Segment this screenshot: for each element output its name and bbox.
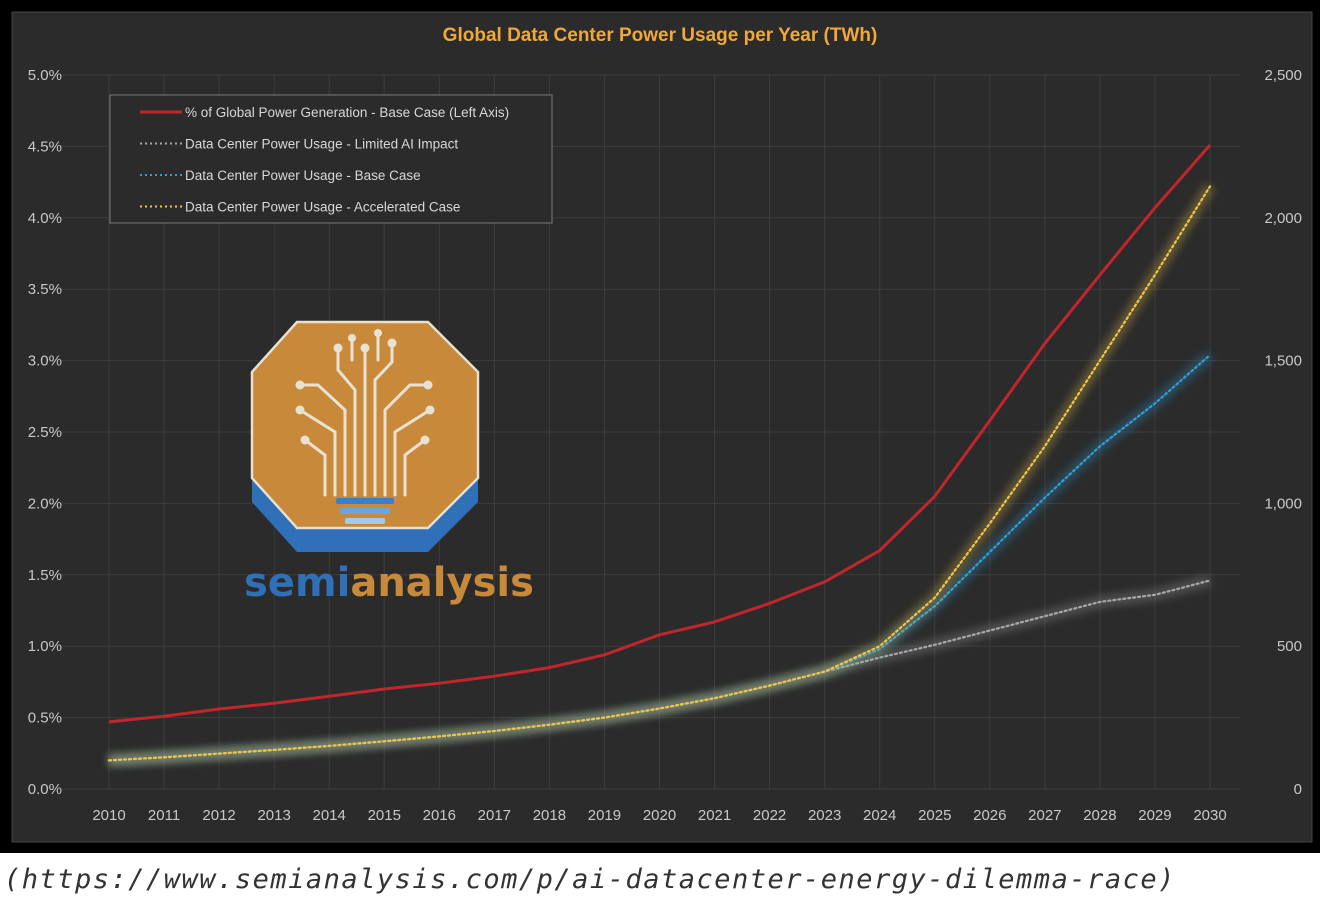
x-axis-tick-label: 2029 [1138, 807, 1171, 824]
chart-frame: Global Data Center Power Usage per Year … [0, 0, 1320, 853]
x-axis-tick-label: 2016 [423, 807, 456, 824]
right-axis-ticks: 0 500 1,000 1,500 2,000 2,500 [1264, 67, 1302, 798]
x-axis-tick-label: 2023 [808, 807, 841, 824]
x-axis-tick-label: 2011 [148, 807, 180, 824]
x-axis-ticks: 2010 2011 2012 2013 2014 2015 2016 2017 2018 2019… [92, 807, 1226, 824]
right-axis-tick-label: 0 [1294, 781, 1302, 798]
left-axis-tick-label: 2.5% [28, 424, 62, 441]
legend: % of Global Power Generation - Base Case… [109, 94, 553, 224]
logo-wordmark-semi: semi [244, 560, 350, 606]
x-axis-tick-label: 2015 [368, 807, 401, 824]
left-axis-tick-label: 1.0% [28, 638, 62, 655]
legend-label: Data Center Power Usage - Base Case [185, 168, 421, 183]
left-axis-tick-label: 3.0% [28, 353, 62, 370]
x-axis-tick-label: 2024 [863, 807, 896, 824]
legend-item: % of Global Power Generation - Base Case… [140, 105, 509, 120]
line-chart: Global Data Center Power Usage per Year … [11, 11, 1313, 843]
x-axis-tick-label: 2019 [588, 807, 621, 824]
x-axis-tick-label: 2030 [1193, 807, 1226, 824]
series-layer [107, 144, 1216, 767]
logo-wordmark-analysis: analysis [350, 560, 534, 606]
x-axis-tick-label: 2018 [533, 807, 566, 824]
left-axis-ticks: 0.0% 0.5% 1.0% 1.5% 2.0% 2.5% 3.0% 3.5% 4.0% 4.5%… [28, 67, 62, 798]
logo-wordmark: semianalysis [244, 560, 534, 606]
legend-label: Data Center Power Usage - Limited AI Imp… [185, 137, 458, 152]
legend-label: Data Center Power Usage - Accelerated Ca… [185, 200, 460, 215]
x-axis-tick-label: 2028 [1083, 807, 1116, 824]
series-line [107, 185, 1212, 762]
x-axis-tick-label: 2027 [1028, 807, 1061, 824]
source-caption: (https://www.semianalysis.com/p/ai-datac… [4, 864, 1176, 895]
right-axis-tick-label: 500 [1277, 638, 1302, 655]
left-axis-tick-label: 1.5% [28, 567, 62, 584]
left-axis-tick-label: 0.0% [28, 781, 62, 798]
semianalysis-logo: semianalysis [244, 320, 534, 606]
legend-box [109, 94, 553, 224]
left-axis-tick-label: 2.0% [28, 495, 62, 512]
x-axis-tick-label: 2013 [257, 807, 290, 824]
x-axis-tick-label: 2025 [918, 807, 951, 824]
left-axis-tick-label: 3.5% [28, 281, 62, 298]
legend-item: Data Center Power Usage - Limited AI Imp… [140, 137, 458, 152]
right-axis-tick-label: 1,500 [1264, 353, 1302, 370]
left-axis-tick-label: 4.5% [28, 138, 62, 155]
legend-item: Data Center Power Usage - Accelerated Ca… [140, 200, 460, 215]
x-axis-tick-label: 2022 [753, 807, 786, 824]
x-axis-tick-label: 2010 [92, 807, 125, 824]
x-axis-tick-label: 2017 [478, 807, 511, 824]
x-axis-tick-label: 2020 [643, 807, 676, 824]
right-axis-tick-label: 2,000 [1264, 210, 1302, 227]
series-line [107, 353, 1212, 762]
legend-item: Data Center Power Usage - Base Case [140, 168, 421, 183]
chart-title: Global Data Center Power Usage per Year … [443, 25, 878, 46]
legend-label: % of Global Power Generation - Base Case… [185, 105, 509, 120]
left-axis-tick-label: 0.5% [28, 710, 62, 727]
x-axis-tick-label: 2026 [973, 807, 1006, 824]
left-axis-tick-label: 4.0% [28, 210, 62, 227]
right-axis-tick-label: 1,000 [1264, 495, 1302, 512]
x-axis-tick-label: 2012 [202, 807, 235, 824]
series-line [107, 579, 1212, 762]
x-axis-tick-label: 2021 [698, 807, 731, 824]
series-line [108, 144, 1212, 724]
left-axis-tick-label: 5.0% [28, 67, 62, 84]
x-axis-tick-label: 2014 [313, 807, 346, 824]
right-axis-tick-label: 2,500 [1264, 67, 1302, 84]
